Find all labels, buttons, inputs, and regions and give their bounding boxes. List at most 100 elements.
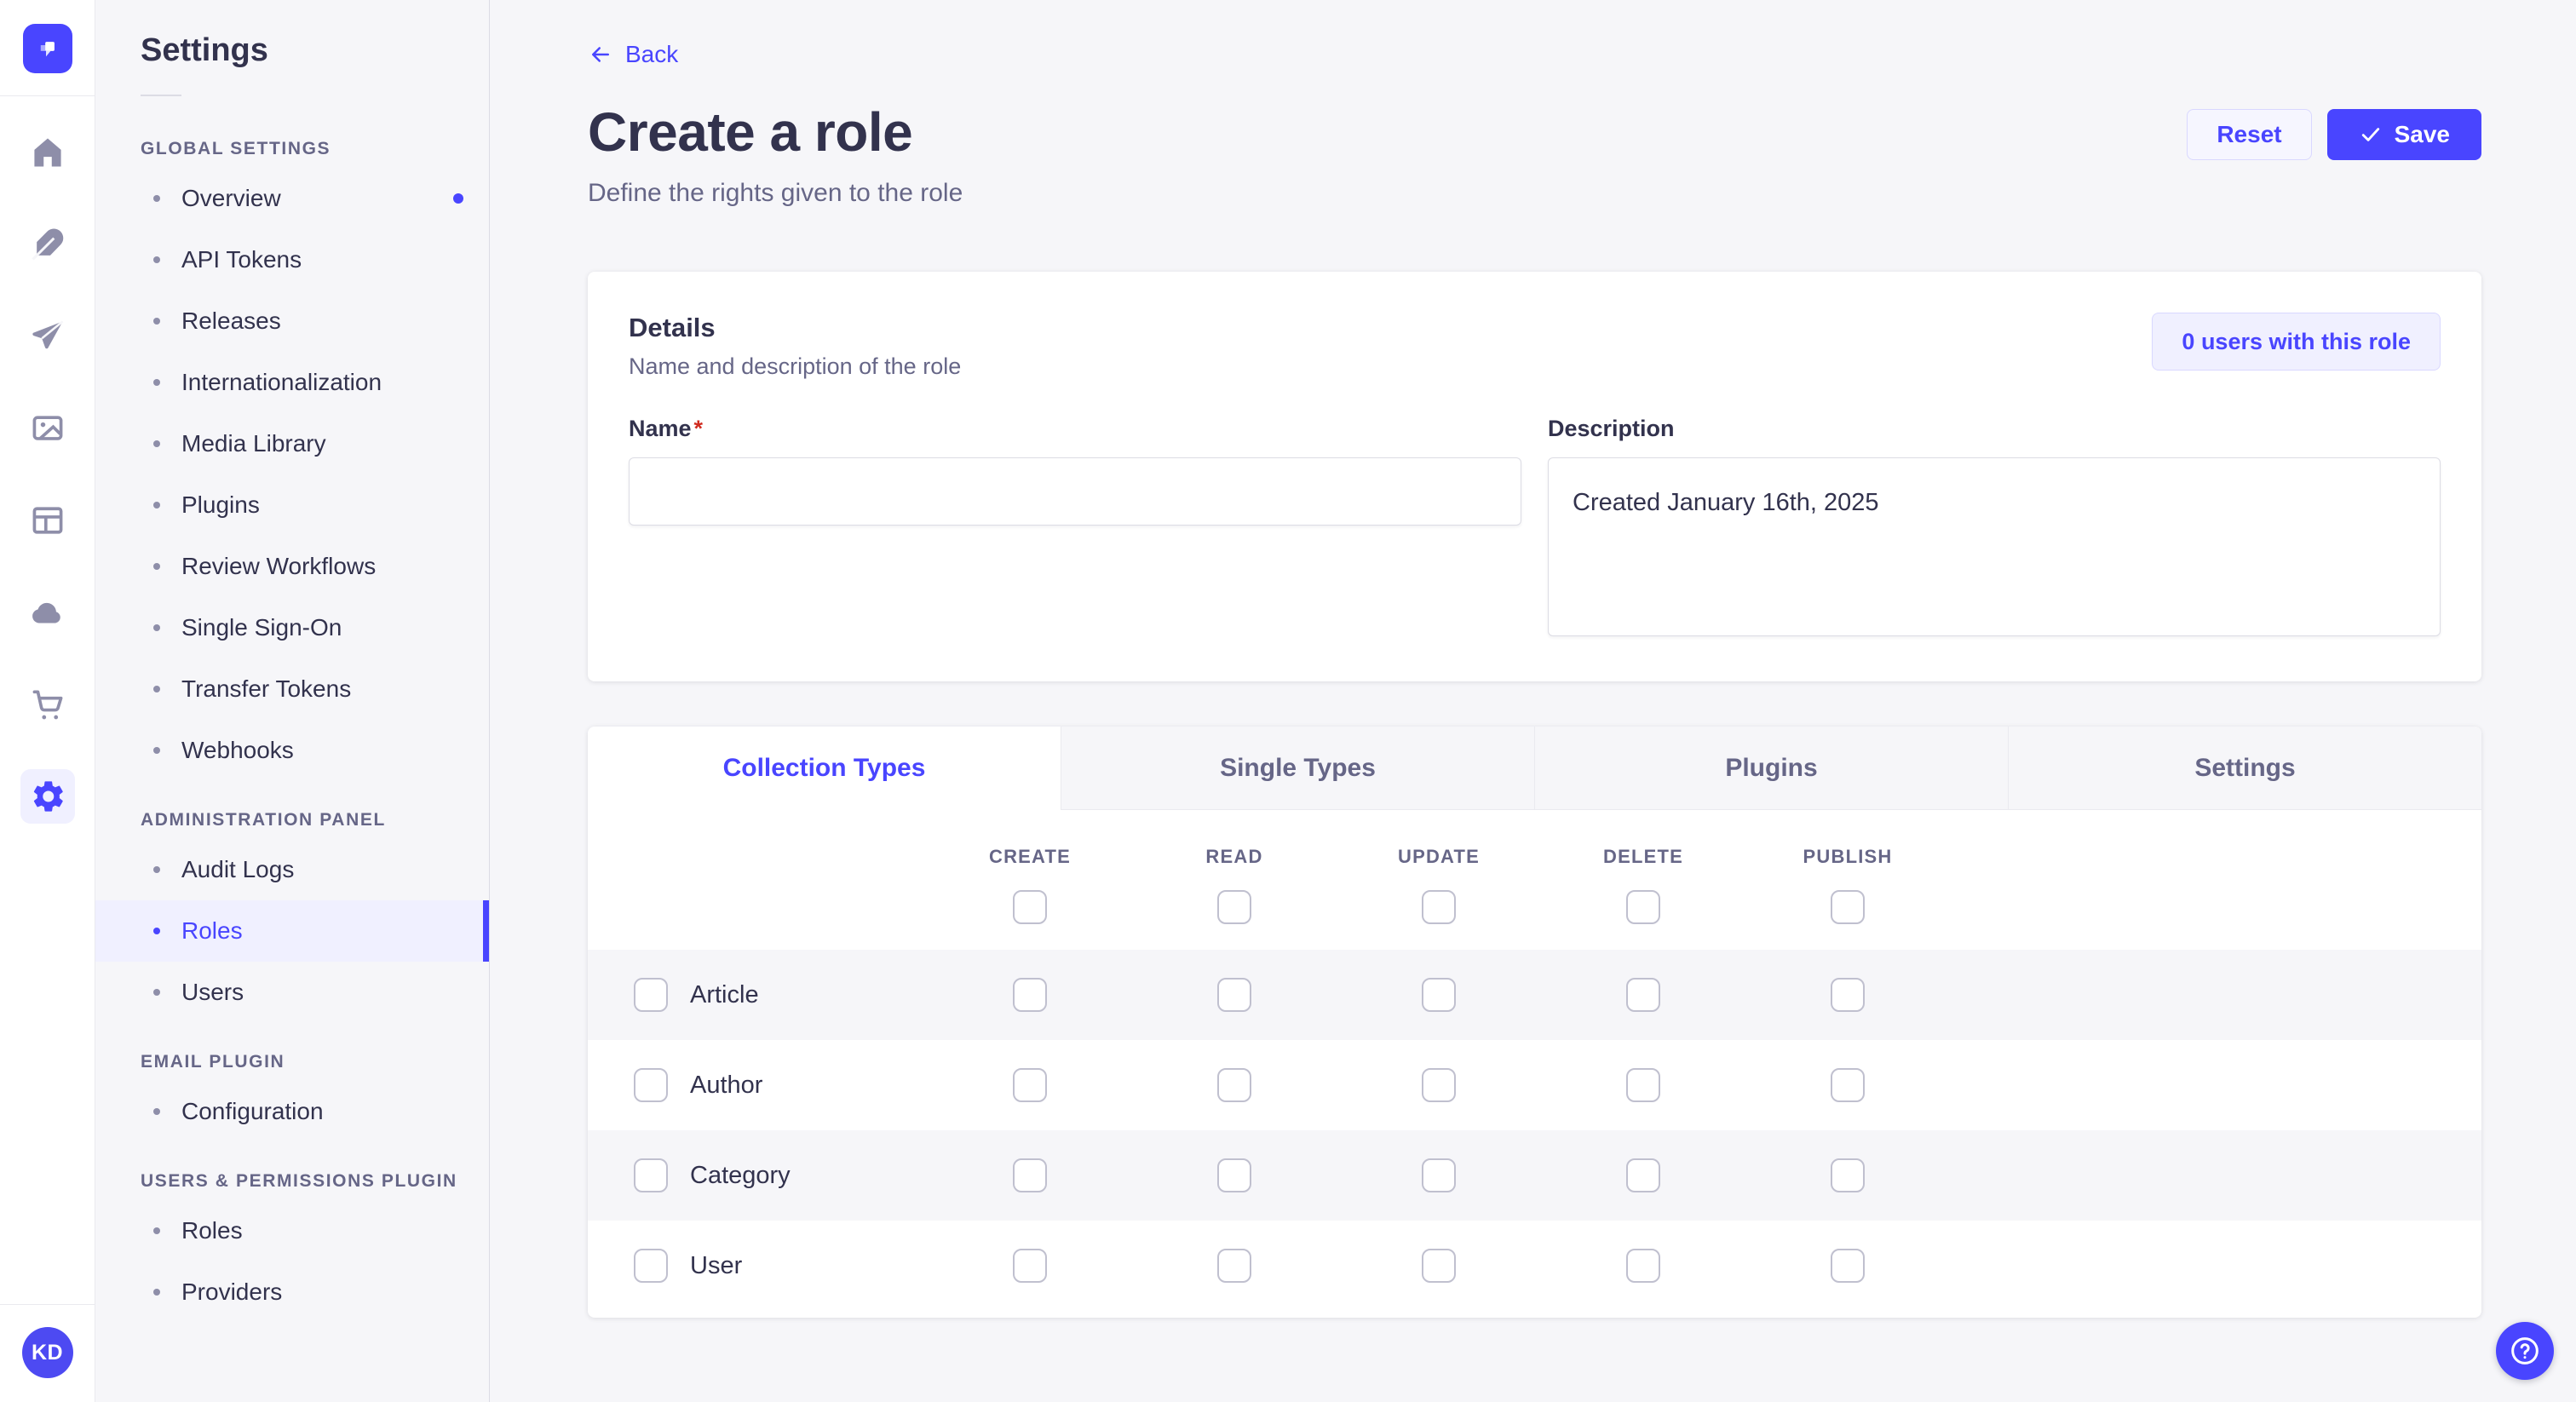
cell <box>1132 1249 1337 1283</box>
name-field-group: Name * <box>629 416 1521 641</box>
permission-checkbox[interactable] <box>1013 1158 1047 1192</box>
bullet-icon <box>153 502 160 509</box>
column-read: READ <box>1132 846 1337 924</box>
sidebar-item-releases[interactable]: Releases <box>95 290 489 352</box>
rail-nav-icons <box>20 96 75 1304</box>
sidebar-item-single-sign-on[interactable]: Single Sign-On <box>95 597 489 658</box>
sidebar-item-up-roles[interactable]: Roles <box>95 1200 489 1261</box>
sidebar-item-webhooks[interactable]: Webhooks <box>95 720 489 781</box>
tab-settings[interactable]: Settings <box>2008 727 2481 810</box>
permission-checkbox[interactable] <box>1422 1158 1456 1192</box>
sidebar-item-plugins[interactable]: Plugins <box>95 474 489 536</box>
permission-checkbox[interactable] <box>1217 1068 1251 1102</box>
help-button[interactable] <box>2496 1322 2554 1380</box>
page-subtitle: Define the rights given to the role <box>588 179 963 207</box>
page-actions: Reset Save <box>2187 109 2481 160</box>
row-label: Author <box>690 1071 763 1099</box>
sidebar-item-providers[interactable]: Providers <box>95 1261 489 1323</box>
layout-icon[interactable] <box>20 493 75 548</box>
cell <box>1132 978 1337 1012</box>
media-library-icon[interactable] <box>20 401 75 456</box>
row-select-checkbox[interactable] <box>634 978 668 1012</box>
permission-checkbox[interactable] <box>1217 978 1251 1012</box>
sidebar-item-roles[interactable]: Roles <box>95 900 489 962</box>
column-label: UPDATE <box>1397 846 1481 867</box>
cell <box>1745 1249 1950 1283</box>
reset-button[interactable]: Reset <box>2187 109 2312 160</box>
sidebar-item-transfer-tokens[interactable]: Transfer Tokens <box>95 658 489 720</box>
permission-checkbox[interactable] <box>1626 978 1660 1012</box>
details-card-titles: Details Name and description of the role <box>629 313 961 380</box>
select-all-create-checkbox[interactable] <box>1013 890 1047 924</box>
sidebar-item-overview[interactable]: Overview <box>95 168 489 229</box>
sidebar-item-label: Internationalization <box>181 369 382 395</box>
row-select-checkbox[interactable] <box>634 1158 668 1192</box>
name-input[interactable] <box>629 457 1521 526</box>
row-select-checkbox[interactable] <box>634 1249 668 1283</box>
section-label-global-settings: GLOBAL SETTINGS <box>141 139 331 158</box>
sidebar-item-label: Transfer Tokens <box>181 675 352 702</box>
cell <box>1337 1158 1541 1192</box>
permission-checkbox[interactable] <box>1013 1249 1047 1283</box>
row-select-checkbox[interactable] <box>634 1068 668 1102</box>
permission-checkbox[interactable] <box>1831 1158 1865 1192</box>
row-label-cell: User <box>588 1249 928 1283</box>
rail-divider <box>0 95 95 96</box>
permission-checkbox[interactable] <box>1013 1068 1047 1102</box>
sidebar-item-label: API Tokens <box>181 246 302 273</box>
permission-checkbox[interactable] <box>1626 1068 1660 1102</box>
permission-checkbox[interactable] <box>1831 1068 1865 1102</box>
feather-icon[interactable] <box>20 217 75 272</box>
permission-checkbox[interactable] <box>1217 1158 1251 1192</box>
cart-icon[interactable] <box>20 677 75 732</box>
tab-collection-types[interactable]: Collection Types <box>588 727 1061 810</box>
back-link[interactable]: Back <box>588 41 678 68</box>
description-textarea[interactable]: Created January 16th, 2025 <box>1548 457 2441 636</box>
users-with-role-button[interactable]: 0 users with this role <box>2152 313 2441 371</box>
user-avatar[interactable]: KD <box>21 1327 73 1378</box>
permission-checkbox[interactable] <box>1831 1249 1865 1283</box>
row-label-cell: Category <box>588 1158 928 1192</box>
bullet-icon <box>153 989 160 996</box>
sidebar-item-label: Single Sign-On <box>181 614 342 641</box>
details-card: Details Name and description of the role… <box>588 272 2481 681</box>
section-label-email-plugin: EMAIL PLUGIN <box>141 1052 285 1072</box>
sidebar-item-review-workflows[interactable]: Review Workflows <box>95 536 489 597</box>
permission-checkbox[interactable] <box>1217 1249 1251 1283</box>
column-create: CREATE <box>928 846 1132 924</box>
sidebar-item-configuration[interactable]: Configuration <box>95 1081 489 1142</box>
sidebar-item-label: Audit Logs <box>181 856 295 882</box>
column-update: UPDATE <box>1337 846 1541 924</box>
home-icon[interactable] <box>20 125 75 180</box>
permissions-table-header: CREATE READ UPDATE DELETE PUBLISH <box>588 810 2481 924</box>
sidebar-item-audit-logs[interactable]: Audit Logs <box>95 839 489 900</box>
permission-checkbox[interactable] <box>1626 1249 1660 1283</box>
select-all-publish-checkbox[interactable] <box>1831 890 1865 924</box>
sidebar-item-label: Releases <box>181 307 281 334</box>
cloud-icon[interactable] <box>20 585 75 640</box>
paper-plane-icon[interactable] <box>20 309 75 364</box>
tab-plugins[interactable]: Plugins <box>1534 727 2008 810</box>
permission-checkbox[interactable] <box>1831 978 1865 1012</box>
select-all-update-checkbox[interactable] <box>1422 890 1456 924</box>
tab-single-types[interactable]: Single Types <box>1061 727 1534 810</box>
permission-checkbox[interactable] <box>1422 1068 1456 1102</box>
cell <box>1541 1249 1745 1283</box>
permission-checkbox[interactable] <box>1013 978 1047 1012</box>
permission-checkbox[interactable] <box>1422 978 1456 1012</box>
bullet-icon <box>153 563 160 570</box>
sidebar-item-users[interactable]: Users <box>95 962 489 1023</box>
select-all-read-checkbox[interactable] <box>1217 890 1251 924</box>
select-all-delete-checkbox[interactable] <box>1626 890 1660 924</box>
strapi-logo-icon[interactable] <box>22 24 72 73</box>
permission-checkbox[interactable] <box>1626 1158 1660 1192</box>
sidebar-item-internationalization[interactable]: Internationalization <box>95 352 489 413</box>
sidebar-item-media-library[interactable]: Media Library <box>95 413 489 474</box>
sidebar-item-api-tokens[interactable]: API Tokens <box>95 229 489 290</box>
cell <box>928 1249 1132 1283</box>
gear-icon[interactable] <box>20 769 75 824</box>
row-label-cell: Article <box>588 978 928 1012</box>
permission-checkbox[interactable] <box>1422 1249 1456 1283</box>
bullet-icon <box>153 1227 160 1234</box>
save-button[interactable]: Save <box>2326 109 2481 160</box>
